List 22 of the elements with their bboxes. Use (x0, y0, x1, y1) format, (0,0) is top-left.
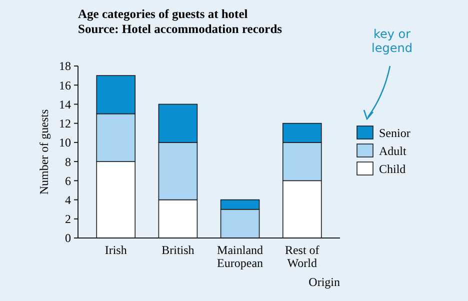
y-tick-label: 6 (65, 174, 71, 188)
chart-title: Age categories of guests at hotel (78, 7, 248, 21)
chart-subtitle: Source: Hotel accommodation records (78, 22, 282, 36)
y-tick-label: 0 (65, 231, 71, 246)
x-tick-label: Mainland European (217, 243, 264, 270)
legend-label: Adult (379, 144, 407, 158)
legend-label: Child (379, 162, 406, 176)
y-tick-label: 4 (65, 192, 71, 207)
text: key or legend (372, 27, 412, 55)
x-tick-label: Rest of World (284, 243, 320, 270)
y-tick-label: 2 (65, 212, 71, 226)
x-axis-title: Origin (308, 275, 340, 289)
y-axis-title: Number of guests (37, 109, 51, 195)
y-tick-label: 14 (59, 97, 71, 112)
y-tick-label: 8 (65, 154, 71, 169)
y-tick-label: 12 (59, 116, 71, 131)
x-tick-label: Irish (104, 243, 127, 257)
legend-label: Senior (379, 126, 410, 140)
y-tick-label: 18 (59, 59, 71, 74)
x-tick-label: British (162, 243, 194, 257)
y-tick-label: 16 (59, 78, 71, 92)
y-tick-label: 10 (59, 136, 71, 150)
